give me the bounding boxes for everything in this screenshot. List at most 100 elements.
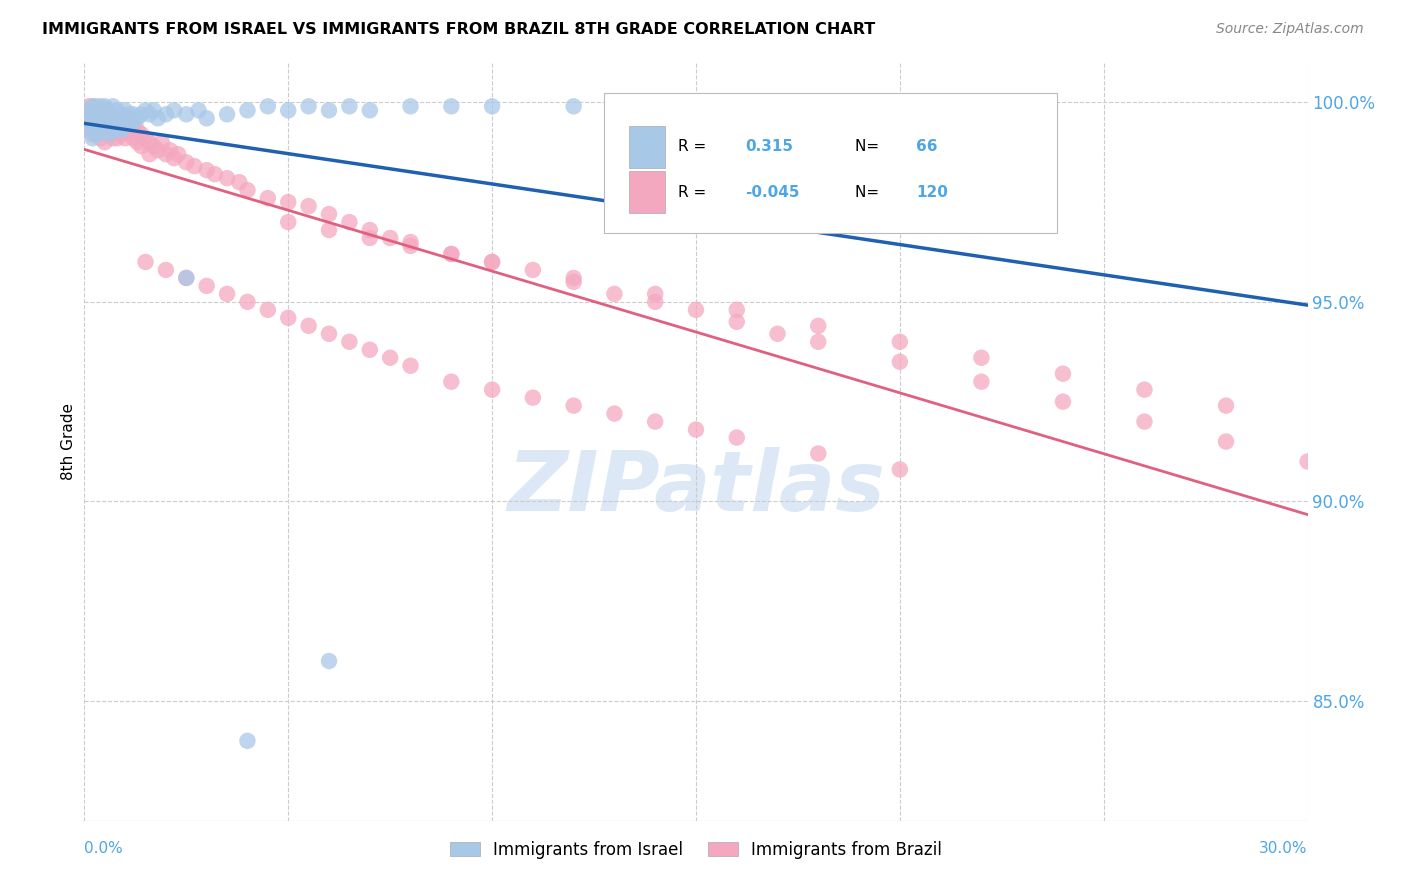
Point [131, 107, 153, 121]
Point [889, 355, 911, 369]
Point [127, 112, 149, 126]
Point [90, 103, 112, 118]
Point [101, 107, 124, 121]
Point [146, 143, 169, 157]
Point [298, 99, 321, 113]
Point [155, 263, 177, 277]
Point [93, 107, 115, 121]
Point [174, 155, 197, 169]
Text: 120: 120 [917, 185, 948, 200]
Point [562, 99, 585, 113]
Point [114, 120, 136, 134]
Point [318, 103, 340, 118]
Point [138, 107, 160, 121]
Point [318, 223, 340, 237]
Text: R =: R = [678, 139, 711, 154]
Point [114, 103, 136, 118]
Point [236, 734, 259, 748]
Point [110, 107, 132, 121]
Point [195, 112, 218, 126]
Point [1133, 383, 1156, 397]
Point [101, 115, 124, 129]
Point [440, 247, 463, 261]
Point [97, 107, 120, 121]
Point [142, 103, 165, 118]
Point [217, 286, 239, 301]
Point [77, 103, 100, 118]
Point [105, 120, 128, 134]
Point [150, 135, 173, 149]
Point [97, 115, 120, 129]
Point [122, 115, 145, 129]
Point [399, 359, 422, 373]
Point [481, 99, 503, 113]
Point [174, 271, 197, 285]
Point [122, 107, 145, 121]
Point [127, 123, 149, 137]
Point [183, 159, 205, 173]
Point [277, 103, 299, 118]
Point [135, 255, 157, 269]
Point [277, 215, 299, 229]
Point [163, 151, 186, 165]
Text: 66: 66 [917, 139, 938, 154]
Point [110, 123, 132, 137]
Text: N=: N= [855, 139, 884, 154]
Point [101, 112, 124, 126]
Point [339, 334, 361, 349]
Point [82, 99, 104, 113]
Point [118, 107, 141, 121]
Point [86, 123, 108, 137]
Point [1052, 394, 1074, 409]
Point [257, 99, 280, 113]
Legend: Immigrants from Israel, Immigrants from Brazil: Immigrants from Israel, Immigrants from … [443, 834, 949, 865]
Point [77, 120, 100, 134]
Point [118, 128, 141, 142]
Point [359, 103, 381, 118]
Point [685, 423, 707, 437]
Point [522, 263, 544, 277]
Point [970, 351, 993, 365]
Point [105, 112, 128, 126]
Point [90, 112, 112, 126]
Point [86, 99, 108, 113]
Point [562, 275, 585, 289]
Text: IMMIGRANTS FROM ISRAEL VS IMMIGRANTS FROM BRAZIL 8TH GRADE CORRELATION CHART: IMMIGRANTS FROM ISRAEL VS IMMIGRANTS FRO… [42, 22, 876, 37]
Point [228, 175, 250, 189]
Point [167, 147, 190, 161]
Point [603, 286, 626, 301]
Point [135, 131, 157, 145]
Point [318, 654, 340, 668]
Point [155, 107, 177, 121]
Point [146, 112, 169, 126]
Point [889, 462, 911, 476]
Point [86, 107, 108, 121]
Point [298, 318, 321, 333]
Point [970, 375, 993, 389]
Bar [628, 126, 665, 168]
Point [195, 163, 218, 178]
Point [440, 99, 463, 113]
Point [257, 302, 280, 317]
Point [90, 103, 112, 118]
Point [217, 171, 239, 186]
Point [82, 107, 104, 121]
Point [105, 120, 128, 134]
Point [118, 115, 141, 129]
Point [86, 103, 108, 118]
Point [1133, 415, 1156, 429]
Point [298, 199, 321, 213]
Point [131, 139, 153, 153]
Text: 0.0%: 0.0% [84, 840, 124, 855]
Point [257, 191, 280, 205]
Point [82, 120, 104, 134]
Point [118, 115, 141, 129]
Point [110, 115, 132, 129]
Point [97, 115, 120, 129]
Point [1215, 434, 1237, 449]
Point [522, 391, 544, 405]
Point [159, 143, 181, 157]
Point [807, 334, 830, 349]
Point [359, 343, 381, 357]
Text: -0.045: -0.045 [745, 185, 800, 200]
